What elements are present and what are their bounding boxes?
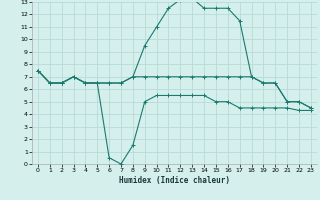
X-axis label: Humidex (Indice chaleur): Humidex (Indice chaleur) bbox=[119, 176, 230, 185]
